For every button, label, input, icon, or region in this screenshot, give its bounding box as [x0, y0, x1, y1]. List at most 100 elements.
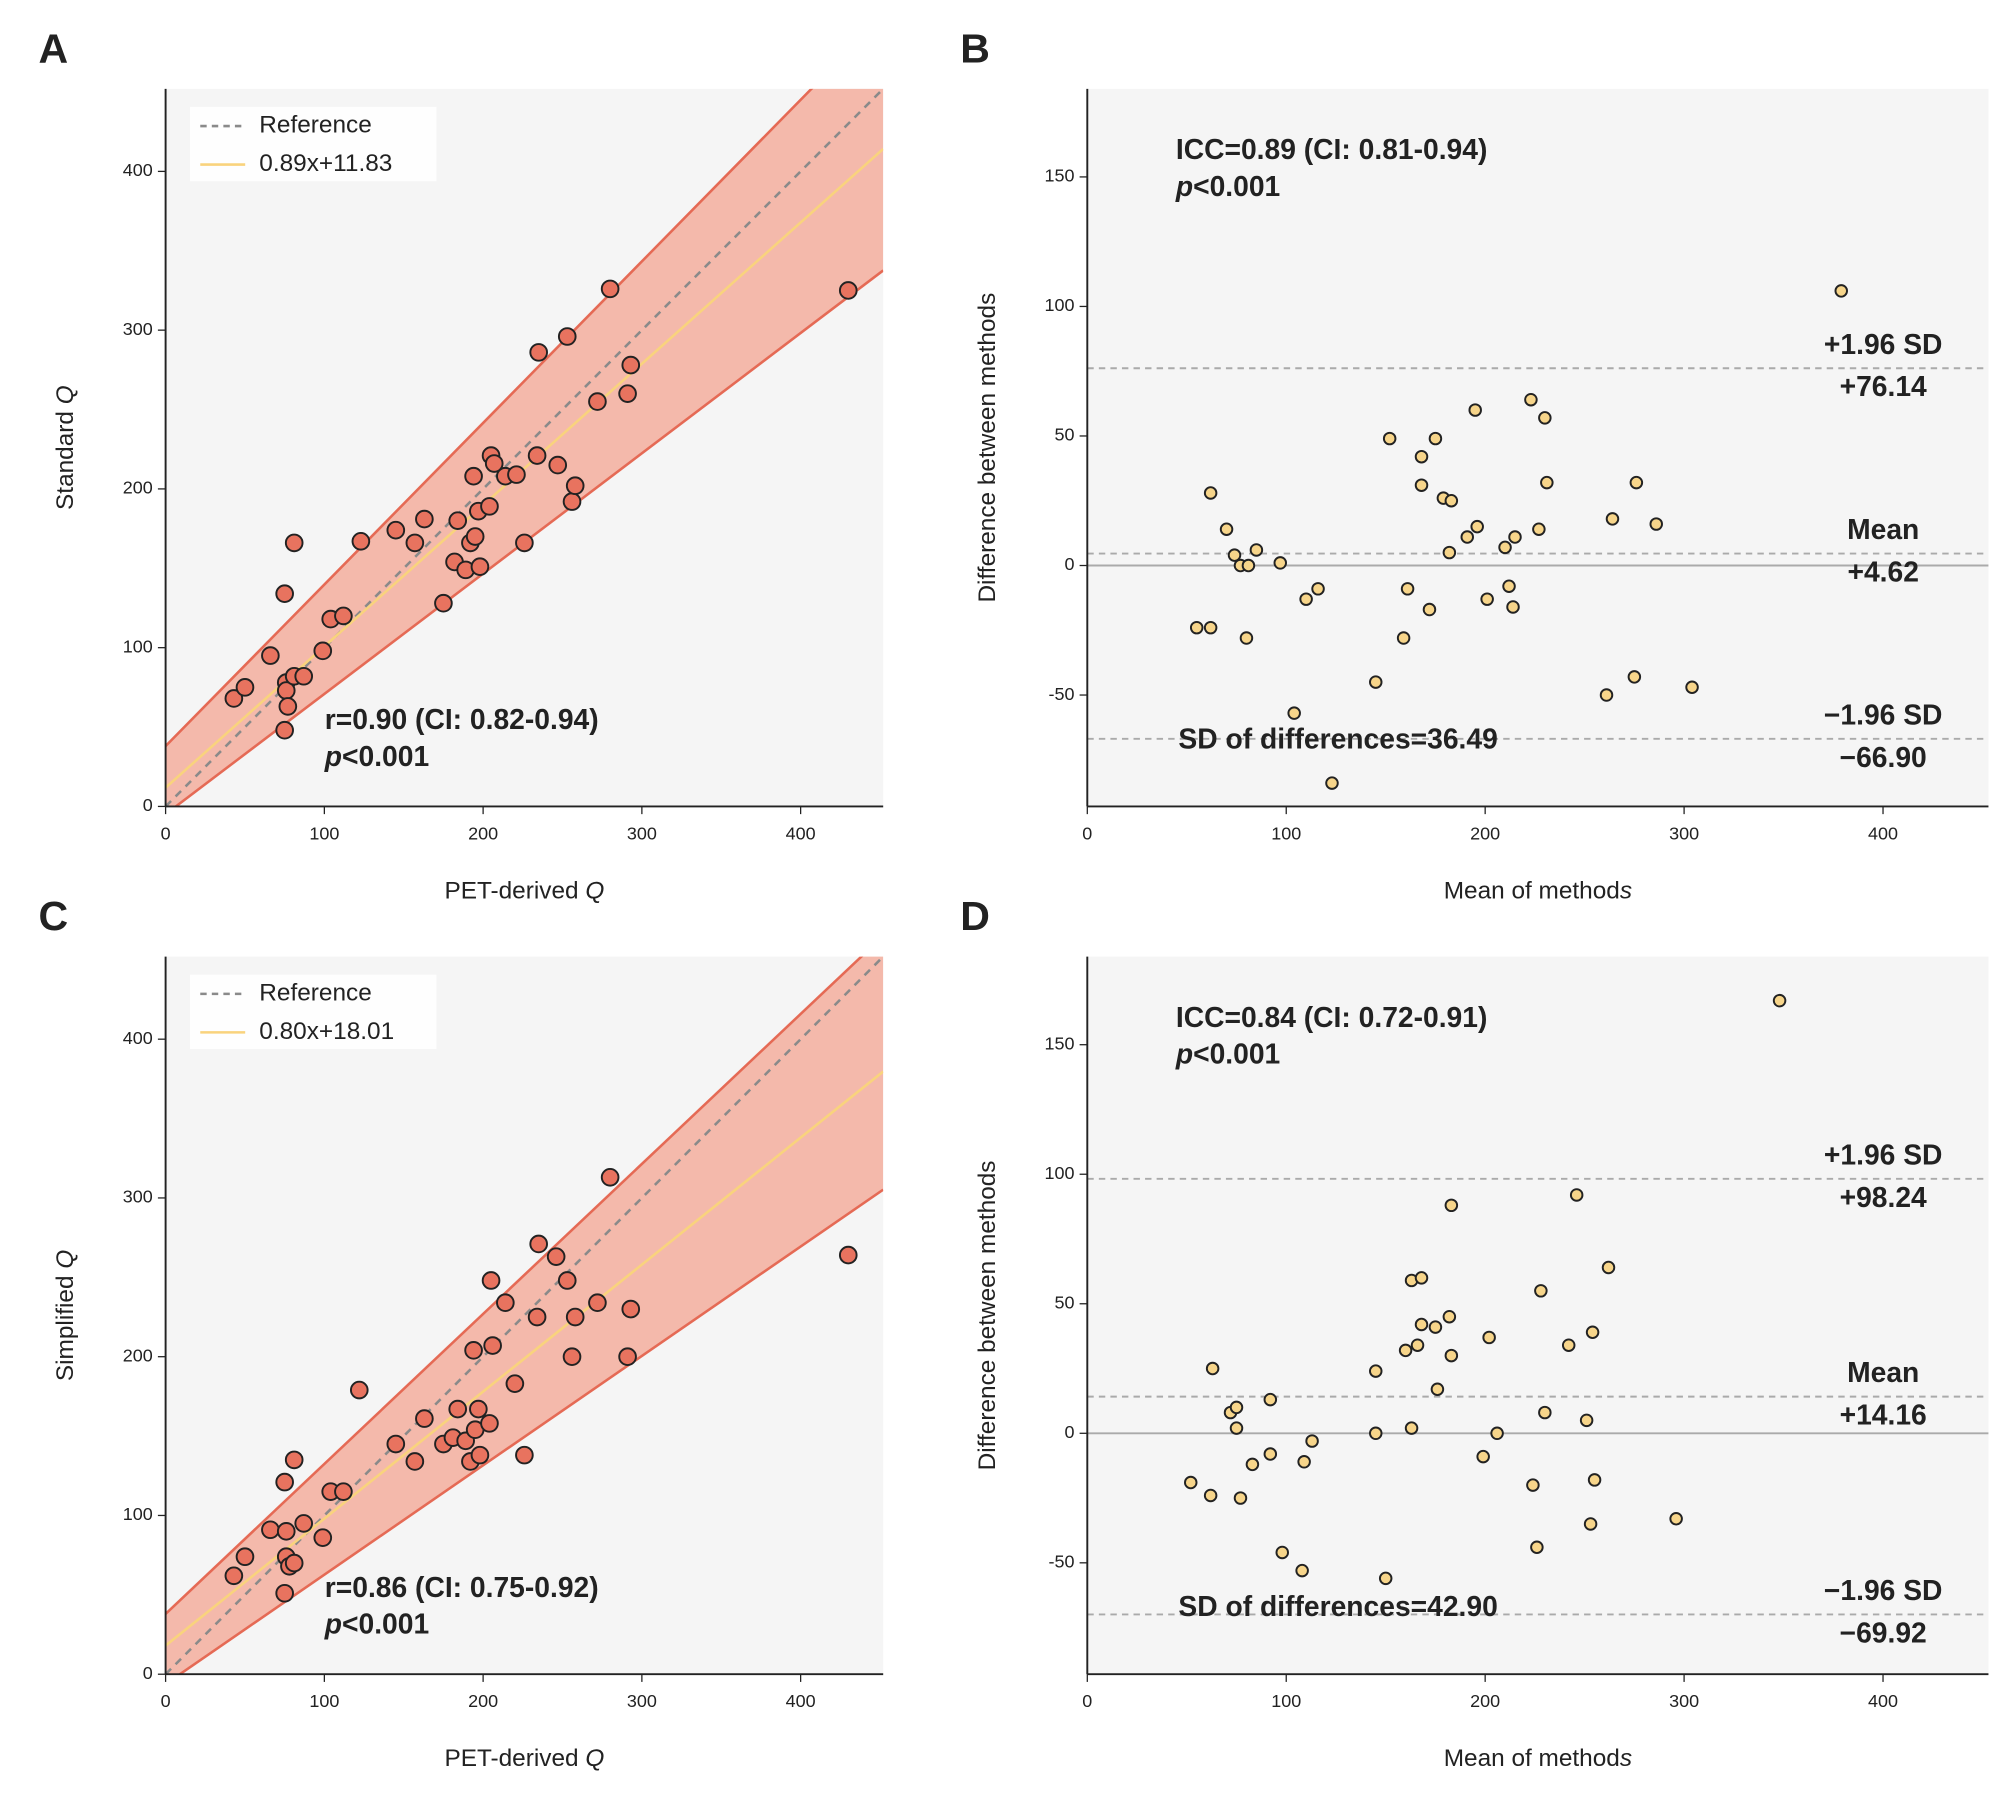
y-tick-label: -50 [1048, 684, 1074, 704]
y-tick-label: 100 [1044, 1163, 1074, 1183]
x-tick-label: 200 [1470, 1691, 1500, 1711]
data-point [562, 1347, 582, 1367]
data-point [284, 1450, 304, 1470]
y-tick-label: 100 [123, 636, 153, 656]
data-point [480, 497, 499, 516]
data-point [1579, 1413, 1594, 1428]
band-edge [165, 88, 814, 748]
data-point [386, 520, 406, 540]
data-point [483, 1336, 502, 1355]
y-tick-label: 150 [1044, 166, 1074, 186]
x-tick-label: 0 [161, 1691, 171, 1711]
limit-label: +4.62 [1847, 556, 1918, 588]
x-tick-label: 300 [1669, 823, 1699, 843]
data-point [294, 666, 314, 686]
annotation: p<0.001 [1175, 170, 1280, 202]
data-point [618, 384, 637, 403]
data-point [1601, 1260, 1616, 1275]
x-axis-label: Mean of methods [1444, 1746, 1632, 1773]
legend-label: Reference [259, 112, 371, 139]
data-point [1325, 776, 1339, 790]
limit-name: Mean [1847, 513, 1919, 545]
data-point [1506, 600, 1520, 614]
data-point [1530, 1540, 1544, 1555]
data-point [469, 1399, 488, 1419]
data-point [1538, 411, 1552, 425]
annotation: ICC=0.84 (CI: 0.72-0.91) [1176, 1001, 1488, 1033]
legend-box [189, 106, 437, 182]
data-point [480, 1414, 499, 1433]
x-tick-label: 300 [627, 823, 657, 843]
data-point [1184, 1475, 1198, 1490]
sd-annotation: SD of differences=36.49 [1178, 722, 1497, 754]
data-point [1275, 1545, 1289, 1560]
data-point [405, 1452, 425, 1471]
annotation: p<0.001 [324, 1608, 429, 1640]
x-tick-label: 0 [1082, 823, 1092, 843]
data-point [1273, 556, 1288, 570]
y-tick-label: -50 [1048, 1552, 1074, 1572]
x-tick-label: 400 [1868, 823, 1898, 843]
data-point [276, 1522, 296, 1541]
data-point [1378, 1571, 1393, 1586]
data-point [386, 1434, 406, 1454]
data-point [515, 1445, 534, 1465]
data-point [621, 355, 641, 375]
band-edge [165, 956, 864, 1615]
data-point [1382, 431, 1397, 446]
data-point [278, 697, 298, 716]
panel-letter: B [960, 25, 990, 71]
legend-label: Reference [259, 979, 371, 1006]
legend-label: 0.89x+11.83 [259, 150, 392, 177]
data-point [1239, 631, 1254, 645]
data-point [557, 327, 577, 346]
limit-label: +14.16 [1840, 1399, 1927, 1431]
data-point [1482, 1330, 1496, 1345]
limit-label: −66.90 [1840, 741, 1927, 773]
data-point [562, 492, 582, 511]
data-point [1295, 1563, 1309, 1578]
x-tick-label: 100 [1271, 823, 1301, 843]
x-tick-label: 0 [1082, 1691, 1092, 1711]
data-point [1311, 582, 1325, 596]
y-tick-label: 150 [1044, 1033, 1074, 1053]
y-tick-label: 400 [123, 160, 153, 180]
data-point [1428, 1320, 1443, 1334]
data-point [1299, 592, 1313, 606]
x-tick-label: 200 [468, 1691, 498, 1711]
limit-name: −1.96 SD [1824, 698, 1943, 730]
data-point [529, 343, 548, 362]
limit-name: Mean [1847, 1356, 1919, 1388]
data-point [1444, 1198, 1459, 1213]
data-point [313, 641, 333, 661]
y-tick-label: 300 [123, 1187, 153, 1207]
panel-letter: D [960, 893, 990, 939]
y-tick-label: 0 [1064, 1422, 1074, 1442]
data-point [465, 527, 485, 546]
x-tick-label: 200 [468, 823, 498, 843]
annotation: p<0.001 [324, 740, 429, 772]
x-tick-label: 300 [1669, 1691, 1699, 1711]
data-point [588, 1293, 607, 1313]
data-point [1532, 522, 1546, 536]
y-axis-label: Difference between methods [974, 293, 1001, 603]
plot-background [1087, 88, 1989, 807]
data-point [1585, 1325, 1600, 1339]
data-point [1233, 1491, 1248, 1505]
y-tick-label: 50 [1054, 1293, 1074, 1313]
data-point [261, 1520, 280, 1540]
data-point [1538, 1405, 1552, 1420]
data-point [1498, 540, 1512, 555]
data-point [1428, 431, 1443, 446]
data-point [1241, 558, 1256, 573]
y-tick-label: 100 [123, 1504, 153, 1524]
y-tick-label: 0 [143, 1663, 153, 1683]
data-point [1442, 1309, 1457, 1324]
data-point [1669, 1512, 1683, 1526]
sd-annotation: SD of differences=42.90 [1178, 1590, 1497, 1622]
data-point [1460, 530, 1474, 544]
limit-name: +1.96 SD [1824, 1138, 1943, 1170]
data-point [1398, 1343, 1413, 1358]
x-tick-label: 100 [309, 1691, 339, 1711]
x-tick-label: 0 [161, 823, 171, 843]
